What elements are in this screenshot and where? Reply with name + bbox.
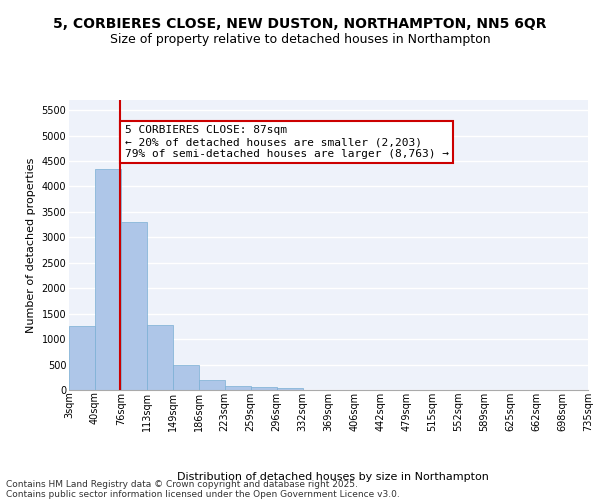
Text: Distribution of detached houses by size in Northampton: Distribution of detached houses by size … [177, 472, 489, 482]
Bar [69, 326, 95, 390]
Bar [251, 388, 277, 390]
Text: Contains HM Land Registry data © Crown copyright and database right 2025.
Contai: Contains HM Land Registry data © Crown c… [6, 480, 400, 499]
Bar [173, 364, 199, 390]
Bar [225, 386, 251, 390]
Y-axis label: Number of detached properties: Number of detached properties [26, 158, 36, 332]
Bar [277, 388, 302, 390]
Text: 5, CORBIERES CLOSE, NEW DUSTON, NORTHAMPTON, NN5 6QR: 5, CORBIERES CLOSE, NEW DUSTON, NORTHAMP… [53, 18, 547, 32]
Bar [199, 380, 224, 390]
Bar [95, 168, 121, 390]
Bar [121, 222, 147, 390]
Text: Size of property relative to detached houses in Northampton: Size of property relative to detached ho… [110, 32, 490, 46]
Bar [147, 326, 173, 390]
Text: 5 CORBIERES CLOSE: 87sqm
← 20% of detached houses are smaller (2,203)
79% of sem: 5 CORBIERES CLOSE: 87sqm ← 20% of detach… [125, 126, 449, 158]
